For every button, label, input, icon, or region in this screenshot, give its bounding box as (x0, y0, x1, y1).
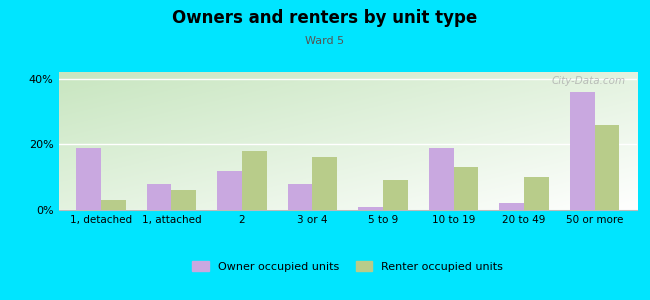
Bar (172, 190, 196, 210)
Bar (313, 158, 337, 210)
Bar (288, 184, 313, 210)
Text: Owners and renters by unit type: Owners and renters by unit type (172, 9, 478, 27)
Bar (383, 180, 408, 210)
Bar (101, 200, 125, 210)
Bar (570, 92, 595, 210)
Bar (499, 203, 524, 210)
Bar (76, 148, 101, 210)
Bar (454, 167, 478, 210)
Bar (147, 184, 172, 210)
Bar (595, 124, 619, 210)
Bar (429, 148, 454, 210)
Bar (217, 171, 242, 210)
Bar (358, 207, 383, 210)
Text: City-Data.com: City-Data.com (551, 76, 625, 86)
Bar (524, 177, 549, 210)
Text: Ward 5: Ward 5 (306, 36, 345, 46)
Bar (242, 151, 266, 210)
Legend: Owner occupied units, Renter occupied units: Owner occupied units, Renter occupied un… (188, 256, 508, 276)
